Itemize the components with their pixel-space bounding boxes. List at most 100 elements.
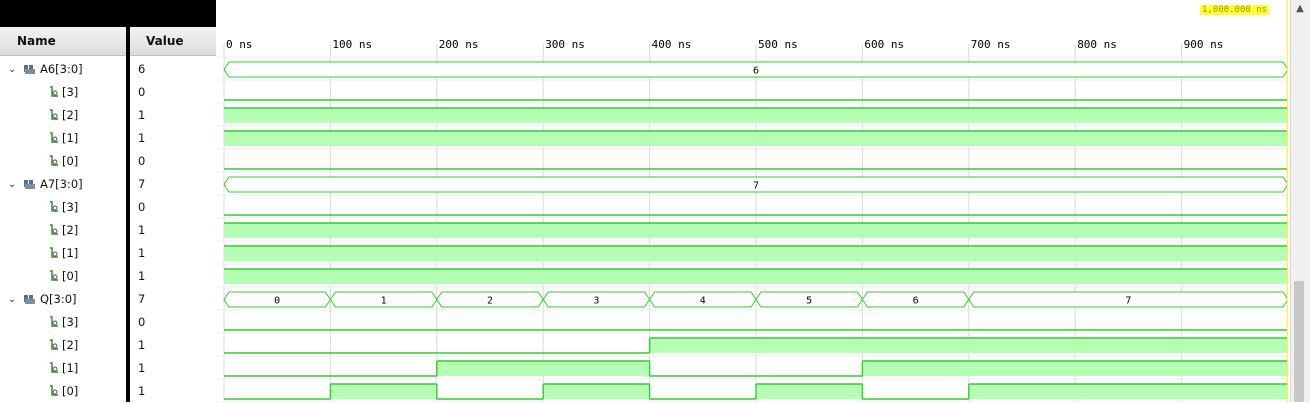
wire-icon	[50, 247, 58, 258]
signal-value: 1	[138, 361, 146, 375]
wire-icon	[50, 316, 58, 327]
signal-name: [1]	[62, 246, 79, 260]
scrollbar-thumb[interactable]	[1294, 281, 1304, 402]
cursor-time-readout: 1,000.000 ns	[1200, 5, 1270, 15]
signal-name: [2]	[62, 108, 79, 122]
bus-segment-value: 7	[753, 181, 759, 192]
bus-segment-value: 2	[487, 296, 493, 307]
bus-icon	[24, 295, 35, 304]
bit-high-fill	[224, 246, 1288, 261]
ruler-tick-label: 0 ns	[226, 38, 253, 51]
ruler-tick-label: 600 ns	[864, 38, 905, 51]
wire-icon	[50, 86, 58, 97]
signal-name: [2]	[62, 223, 79, 237]
bit-high-fill	[968, 384, 1288, 399]
name-column-header[interactable]: Name	[0, 27, 126, 56]
signal-name: [0]	[62, 384, 79, 398]
bit-high-fill	[649, 338, 1288, 353]
bit-signal-row[interactable]: [2]	[0, 219, 126, 242]
ruler-tick-label: 300 ns	[545, 38, 585, 51]
signal-value: 1	[138, 269, 146, 283]
ruler-tick-label: 100 ns	[332, 38, 373, 51]
bus-icon	[24, 65, 35, 74]
wire-icon	[50, 385, 58, 396]
chevron-down-icon[interactable]: ⌄	[8, 64, 17, 75]
bus-signal-row[interactable]: ⌄ Q[3:0]	[0, 288, 126, 311]
signal-name: Q[3:0]	[40, 292, 77, 306]
bit-high-fill	[224, 108, 1288, 123]
bit-signal-row[interactable]: [1]	[0, 127, 126, 150]
signal-name: [0]	[62, 154, 79, 168]
wire-icon	[50, 132, 58, 143]
chevron-down-icon[interactable]: ⌄	[8, 294, 17, 305]
value-column	[130, 27, 216, 402]
bus-segment-value: 5	[806, 296, 812, 307]
wire-icon	[50, 201, 58, 212]
bit-high-fill	[862, 361, 1288, 376]
bit-signal-row[interactable]: [1]	[0, 242, 126, 265]
bit-signal-row[interactable]: [0]	[0, 380, 126, 403]
signal-value: 0	[138, 85, 146, 99]
bus-segment-value: 4	[700, 296, 706, 307]
signal-value: 1	[138, 223, 146, 237]
signal-value: 0	[138, 154, 146, 168]
chevron-down-icon[interactable]: ⌄	[8, 179, 17, 190]
bit-signal-row[interactable]: [3]	[0, 311, 126, 334]
bit-signal-row[interactable]: [2]	[0, 334, 126, 357]
bit-high-fill	[436, 361, 650, 376]
waveform-plot[interactable]: 6 7 0 1 2 3 4 5 6 7	[216, 0, 1288, 402]
bus-signal-row[interactable]: ⌄ A6[3:0]	[0, 58, 126, 81]
signal-value: 0	[138, 200, 146, 214]
ruler-tick-label: 700 ns	[970, 38, 1011, 51]
signal-value: 1	[138, 131, 146, 145]
signal-name: [3]	[62, 315, 79, 329]
name-column	[0, 27, 126, 402]
signal-name: [1]	[62, 131, 79, 145]
bit-signal-row[interactable]: [0]	[0, 150, 126, 173]
ruler-tick-label: 800 ns	[1077, 38, 1117, 51]
toolbar-strip	[0, 0, 216, 26]
bit-high-fill	[756, 384, 863, 399]
signal-value: 7	[138, 292, 146, 306]
bit-signal-row[interactable]: [0]	[0, 265, 126, 288]
ruler-tick-label: 400 ns	[651, 38, 692, 51]
scroll-up-arrow-icon[interactable]: ▲	[1296, 3, 1304, 14]
bit-signal-row[interactable]: [3]	[0, 196, 126, 219]
bus-icon	[24, 180, 35, 189]
bus-segment-value: 1	[381, 296, 387, 307]
signal-name: [0]	[62, 269, 79, 283]
bus-segment-value: 0	[274, 296, 280, 307]
ruler-tick-label: 200 ns	[438, 38, 479, 51]
bit-high-fill	[543, 384, 650, 399]
signal-name: A6[3:0]	[40, 62, 83, 76]
signal-value: 1	[138, 108, 146, 122]
time-ruler[interactable]: 0 ns 100 ns 200 ns 300 ns 400 ns 500 ns 600 ns…	[216, 0, 1288, 56]
wire-icon	[50, 339, 58, 350]
bus-segment	[968, 291, 1288, 308]
bit-high-fill	[330, 384, 437, 399]
bus-segment-value: 6	[913, 296, 919, 307]
bus-segment-value: 7	[1125, 296, 1131, 307]
signal-name: [2]	[62, 338, 79, 352]
wire-icon	[50, 224, 58, 235]
bus-signal-row[interactable]: ⌄ A7[3:0]	[0, 173, 126, 196]
ruler-tick-label: 900 ns	[1183, 38, 1224, 51]
wire-icon	[50, 362, 58, 373]
signal-value: 1	[138, 338, 146, 352]
bit-signal-row[interactable]: [3]	[0, 81, 126, 104]
wire-icon	[50, 270, 58, 281]
signal-value: 6	[138, 62, 146, 76]
bit-signal-row[interactable]: [1]	[0, 357, 126, 380]
wire-icon	[50, 155, 58, 166]
bit-high-fill	[224, 223, 1288, 238]
bit-signal-row[interactable]: [2]	[0, 104, 126, 127]
signal-name: [3]	[62, 200, 79, 214]
value-column-header[interactable]: Value	[130, 27, 216, 56]
signal-value: 7	[138, 177, 146, 191]
bit-high-fill	[224, 269, 1288, 284]
bus-segment	[223, 176, 1288, 193]
signal-value: 1	[138, 246, 146, 260]
signal-name: A7[3:0]	[40, 177, 83, 191]
wire-icon	[50, 109, 58, 120]
ruler-tick-label: 500 ns	[758, 38, 798, 51]
